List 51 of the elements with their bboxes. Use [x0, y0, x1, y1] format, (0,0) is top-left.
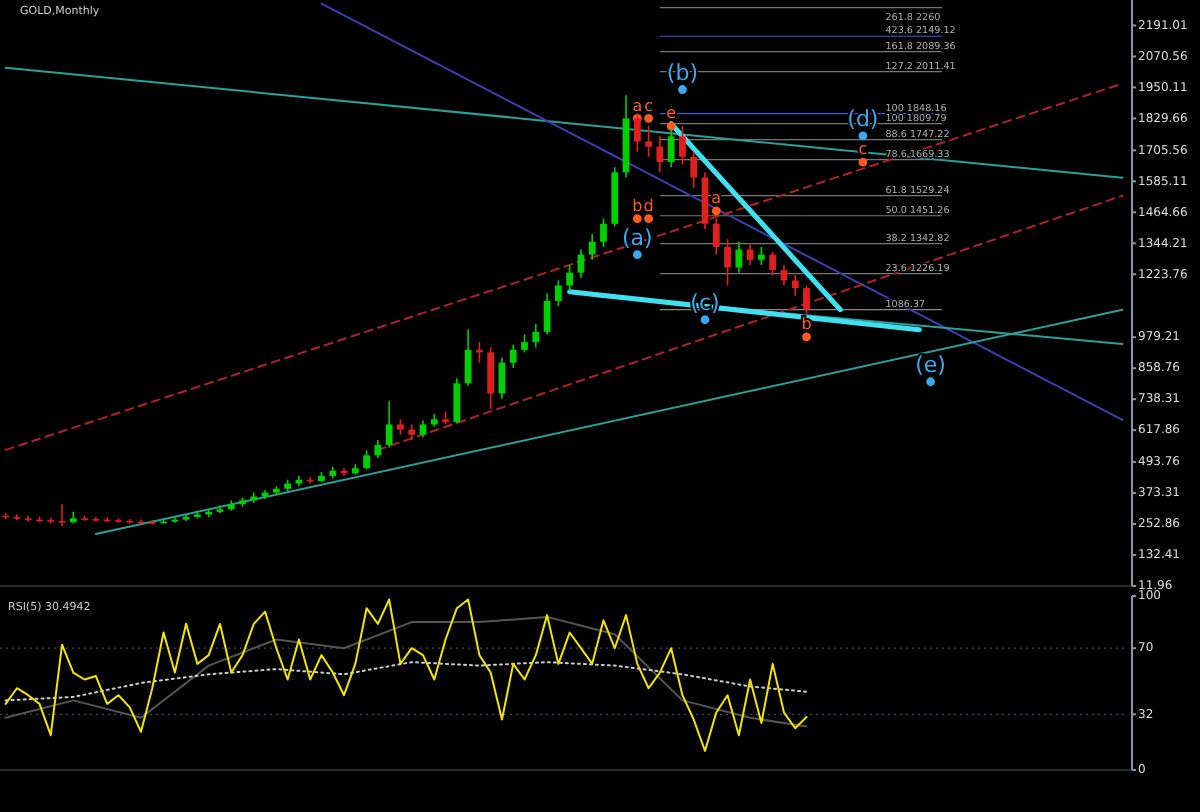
candlestick	[679, 125, 686, 166]
point	[858, 157, 868, 167]
candlestick	[758, 246, 765, 266]
data-label: c	[644, 96, 654, 115]
candlestick	[554, 279, 562, 307]
candlestick	[735, 241, 743, 274]
data-label: b	[801, 315, 812, 334]
point	[858, 131, 868, 141]
candlestick	[690, 150, 698, 189]
point	[644, 113, 653, 123]
data-label: (b)	[666, 59, 699, 86]
data-label: a	[632, 96, 643, 115]
candlestick	[453, 377, 461, 424]
candlestick	[487, 346, 495, 410]
candlestick	[385, 400, 393, 449]
data-label: d	[643, 197, 654, 216]
candlestick	[791, 274, 799, 297]
candlestick	[803, 284, 810, 315]
line-series	[4, 661, 808, 702]
candlestick	[712, 217, 720, 256]
candlestick	[645, 125, 652, 158]
candlestick	[374, 439, 382, 459]
candlestick	[566, 264, 574, 292]
data-label: b	[632, 197, 643, 216]
candlestick	[724, 238, 731, 287]
candlestick	[656, 135, 664, 174]
point	[644, 214, 653, 224]
candlestick	[588, 233, 596, 261]
point	[700, 315, 710, 325]
data-label: (e)	[915, 351, 946, 378]
line-series	[4, 598, 808, 752]
candlestick	[509, 343, 517, 369]
data-label: (d)	[847, 105, 879, 132]
candlestick	[532, 323, 540, 349]
candlestick	[363, 449, 370, 471]
point	[632, 250, 642, 260]
point	[926, 377, 935, 387]
data-label: a	[711, 189, 722, 208]
candlestick	[746, 243, 754, 266]
candlestick	[521, 333, 528, 354]
point	[711, 206, 721, 216]
candlestick	[701, 171, 709, 230]
line-series	[4, 615, 808, 728]
candlestick	[58, 503, 66, 527]
candlestick	[464, 328, 472, 387]
point	[678, 85, 687, 94]
candlestick	[769, 251, 777, 277]
point	[802, 332, 811, 342]
candlestick	[600, 217, 607, 248]
data-label: (a)	[621, 224, 653, 251]
point	[632, 214, 642, 224]
